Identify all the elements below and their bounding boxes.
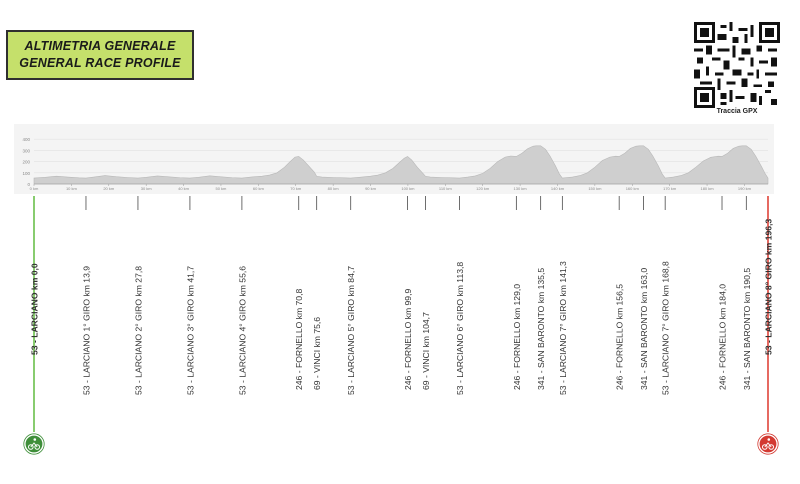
cyclist-start-icon (23, 433, 45, 455)
qr-code-icon[interactable] (694, 22, 780, 108)
waypoint-label: 53 - LARCIANO 3° GIRO km 41,7 (185, 266, 195, 395)
x-tick-label: 80 km (328, 186, 340, 191)
waypoint-label: 53 - LARCIANO 4° GIRO km 55,6 (237, 266, 247, 395)
cyclist-start-icon-head (33, 438, 37, 441)
waypoint-label: 341 - SAN BARONTO km 163,0 (639, 268, 649, 390)
waypoint-label: 246 - FORNELLO km 99,9 (403, 289, 413, 390)
x-tick-label: 90 km (365, 186, 377, 191)
cyclist-finish-icon-wheel-rear (762, 444, 768, 450)
x-tick-label: 140 km (551, 186, 565, 191)
waypoint-label: 53 - LARCIANO 5° GIRO km 84,7 (346, 266, 356, 395)
cyclist-start-icon-wheel-front (34, 444, 41, 450)
cyclist-finish-icon-head (767, 438, 771, 441)
cyclist-start-icon-frame (30, 442, 38, 448)
waypoint-label: 69 - VINCI km 104,7 (421, 312, 431, 390)
title-line-2: GENERAL RACE PROFILE (19, 56, 181, 70)
x-tick-label: 20 km (103, 186, 115, 191)
qr-label: Traccia GPX (716, 108, 758, 115)
waypoint-label: 53 - LARCIANO km 0,0 (30, 263, 40, 355)
waypoint-label: 53 - LARCIANO 2° GIRO km 27,8 (133, 266, 143, 395)
y-tick-label: 100 (22, 171, 30, 176)
title-line-1: ALTIMETRIA GENERALE (24, 39, 176, 53)
x-tick-label: 70 km (290, 186, 302, 191)
waypoint-label: 53 - LARCIANO 1° GIRO km 13,9 (81, 266, 91, 395)
y-tick-label: 0 (27, 182, 30, 187)
cyclist-start-icon-circle (24, 434, 44, 454)
cyclist-finish-icon-circle (758, 434, 778, 454)
x-tick-label: 160 km (626, 186, 640, 191)
cyclist-finish-icon-frame (764, 442, 772, 448)
waypoint-label: 69 - VINCI km 75,6 (312, 317, 322, 390)
y-tick-label: 200 (22, 160, 30, 165)
x-tick-label: 30 km (141, 186, 153, 191)
x-tick-label: 190 km (738, 186, 752, 191)
y-tick-label: 400 (22, 137, 30, 142)
x-tick-label: 50 km (216, 186, 228, 191)
title-box: ALTIMETRIA GENERALE GENERAL RACE PROFILE (6, 30, 194, 80)
cyclist-start-icon-wheel-rear (28, 444, 34, 450)
cyclist-finish-icon-ring (757, 433, 779, 455)
x-tick-label: 100 km (401, 186, 415, 191)
x-tick-label: 120 km (476, 186, 490, 191)
waypoint-label: 341 - SAN BARONTO km 135,5 (536, 268, 546, 390)
waypoint-label: 53 - LARCIANO 7° GIRO km 168,8 (661, 261, 671, 395)
x-tick-label: 110 km (439, 186, 452, 191)
waypoint-label: 246 - FORNELLO km 129,0 (512, 284, 522, 390)
waypoint-label: 53 - LARCIANO 7° GIRO km 141,3 (558, 261, 568, 395)
x-tick-label: 40 km (178, 186, 190, 191)
x-tick-label: 180 km (700, 186, 714, 191)
waypoint-label: 341 - SAN BARONTO km 190,5 (742, 268, 752, 390)
elevation-area (33, 145, 769, 185)
cyclist-finish-icon (757, 433, 779, 455)
cyclist-start-icon-ring (23, 433, 45, 455)
cyclist-finish-icon-wheel-front (768, 444, 775, 450)
waypoint-label: 246 - FORNELLO km 184,0 (718, 284, 728, 390)
x-tick-label: 150 km (588, 186, 602, 191)
x-tick-label: 10 km (66, 186, 78, 191)
x-tick-label: 170 km (663, 186, 677, 191)
waypoint-label: 246 - FORNELLO km 70,8 (294, 289, 304, 390)
waypoint-label: 53 - LARCIANO 8° GIRO km 196,3 (764, 219, 774, 355)
waypoint-label: 53 - LARCIANO 6° GIRO km 113,8 (455, 262, 465, 395)
waypoint-label: 246 - FORNELLO km 156,5 (615, 284, 625, 390)
y-tick-label: 300 (22, 148, 30, 153)
x-tick-label: 130 km (514, 186, 528, 191)
x-tick-label: 60 km (253, 186, 265, 191)
x-tick-label: 0 km (30, 186, 39, 191)
